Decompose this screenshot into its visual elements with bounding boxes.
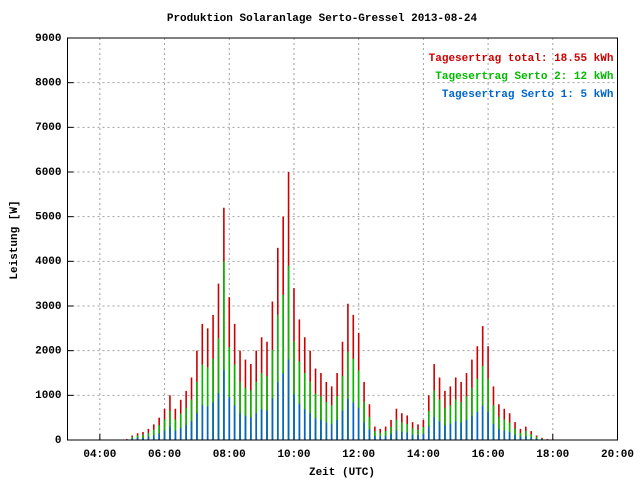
legend-entry: Tagesertrag Serto 1: 5 kWh xyxy=(442,89,614,101)
plot-frame xyxy=(67,37,618,441)
y-tick-label: 8000 xyxy=(35,78,61,90)
legend-entry: Tagesertrag total: 18.55 kWh xyxy=(429,53,614,65)
x-tick-label: 18:00 xyxy=(536,449,569,461)
x-tick-label: 08:00 xyxy=(213,449,246,461)
y-tick-label: 4000 xyxy=(35,256,61,268)
x-tick-label: 12:00 xyxy=(342,449,375,461)
x-tick-label: 04:00 xyxy=(83,449,116,461)
y-tick-label: 7000 xyxy=(35,122,61,134)
y-tick-label: 3000 xyxy=(35,301,61,313)
x-axis-label: Zeit (UTC) xyxy=(309,467,375,479)
x-tick-label: 10:00 xyxy=(277,449,310,461)
y-tick-label: 2000 xyxy=(35,346,61,358)
x-tick-label: 20:00 xyxy=(601,449,634,461)
y-axis-label: Leistung [W] xyxy=(9,200,21,279)
y-tick-label: 0 xyxy=(55,435,62,447)
chart-title: Produktion Solaranlage Serto-Gressel 201… xyxy=(167,13,478,25)
legend-entry: Tagesertrag Serto 2: 12 kWh xyxy=(435,71,613,83)
y-tick-label: 6000 xyxy=(35,167,61,179)
x-tick-label: 06:00 xyxy=(148,449,181,461)
x-tick-label: 16:00 xyxy=(472,449,505,461)
y-tick-label: 5000 xyxy=(35,212,61,224)
y-tick-label: 1000 xyxy=(35,390,61,402)
x-tick-label: 14:00 xyxy=(407,449,440,461)
y-tick-label: 9000 xyxy=(35,33,61,45)
